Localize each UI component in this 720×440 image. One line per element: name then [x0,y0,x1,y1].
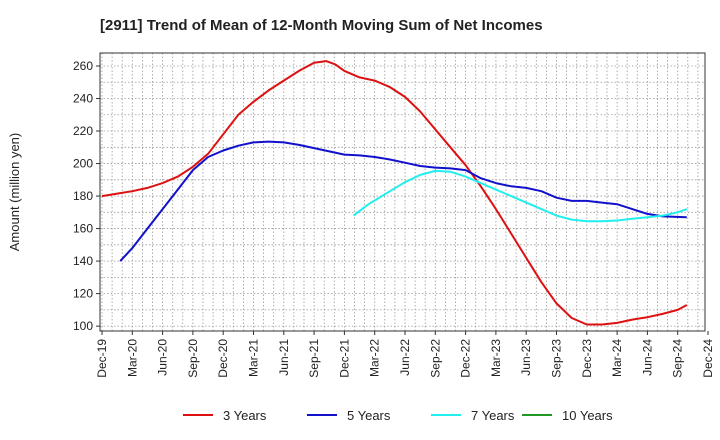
y-tick-label: 180 [73,189,93,203]
y-tick-label: 120 [73,287,93,301]
y-tick-label: 140 [73,254,93,268]
series-lines [101,60,688,326]
x-tick-label: Sep-22 [428,339,442,378]
x-tick-label: Jun-23 [519,339,533,376]
x-tick-label: Dec-20 [216,339,230,378]
x-tick-label: Sep-24 [671,339,685,378]
x-tick-label: Mar-23 [489,339,503,377]
x-tick-label: Dec-22 [459,339,473,378]
grid [100,53,705,331]
x-tick-label: Jun-20 [156,339,170,376]
x-tick-label: Jun-24 [640,339,654,376]
y-tick-label: 260 [73,59,93,73]
x-tick-label: Dec-19 [95,339,109,378]
y-axis-title: Amount (million yen) [7,133,22,252]
legend-label: 5 Years [347,408,391,423]
chart-title: [2911] Trend of Mean of 12-Month Moving … [100,17,543,34]
y-tick-label: 160 [73,222,93,236]
y-tick-label: 100 [73,319,93,333]
x-tick-label: Mar-24 [610,339,624,377]
x-tick-label: Jun-22 [398,339,412,376]
legend-label: 7 Years [471,408,515,423]
x-tick-label: Dec-23 [580,339,594,378]
plot-border [99,52,706,332]
series-line-5-years [119,140,687,262]
x-axis: Dec-19 Mar-20 Jun-20 Sep-20 Dec-20 Mar-21 Jun-… [95,331,715,378]
legend: 3 Years 5 Years 7 Years 10 Years [183,408,613,423]
x-tick-label: Mar-20 [125,339,139,377]
x-tick-label: Sep-20 [186,339,200,378]
x-tick-label: Dec-21 [337,339,351,378]
x-tick-label: Mar-21 [247,339,261,377]
x-tick-label: Jun-21 [277,339,291,376]
plot-area [100,53,705,331]
x-tick-label: Sep-21 [307,339,321,378]
x-tick-label: Dec-24 [701,339,715,378]
x-tick-label: Sep-23 [550,339,564,378]
y-axis: 100 120 140 160 180 200 220 240 260 [73,59,100,333]
x-tick-label: Mar-22 [368,339,382,377]
y-tick-label: 220 [73,124,93,138]
legend-label: 3 Years [223,408,267,423]
series-line-3-years [101,60,688,326]
series-line-7-years [352,169,688,223]
y-tick-label: 240 [73,92,93,106]
y-tick-label: 200 [73,157,93,171]
legend-label: 10 Years [562,408,613,423]
